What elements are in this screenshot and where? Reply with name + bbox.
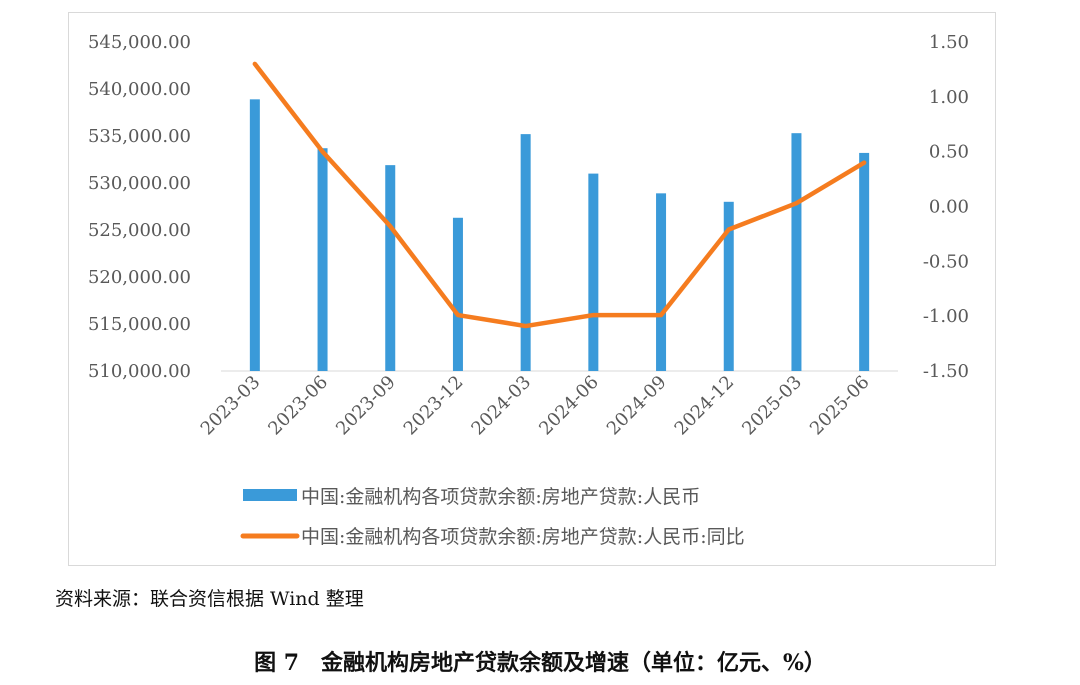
x-tick-label: 2024-03 <box>467 372 535 440</box>
right-tick-label: -1.50 <box>923 361 969 382</box>
right-tick-label: 1.50 <box>929 32 969 53</box>
legend-label-line: 中国:金融机构各项贷款余额:房地产贷款:人民币:同比 <box>301 526 745 548</box>
bar <box>588 173 599 371</box>
bar <box>859 152 870 371</box>
x-tick-label: 2025-06 <box>806 372 874 440</box>
bar <box>317 148 328 371</box>
left-tick-label: 515,000.00 <box>88 314 191 335</box>
right-tick-label: 0.00 <box>929 197 969 218</box>
left-tick-label: 525,000.00 <box>88 220 191 241</box>
legend-label-bar: 中国:金融机构各项贷款余额:房地产贷款:人民币 <box>301 486 700 508</box>
bar <box>520 134 531 371</box>
chart-frame: 510,000.00 515,000.00 520,000.00 525,000.00… <box>68 12 996 566</box>
left-tick-label: 545,000.00 <box>88 32 191 53</box>
chart-svg: 510,000.00 515,000.00 520,000.00 525,000.00… <box>88 32 969 548</box>
bar <box>791 133 802 371</box>
right-tick-label: 1.00 <box>929 87 969 108</box>
right-tick-label: -1.00 <box>923 306 969 327</box>
left-tick-label: 520,000.00 <box>88 267 191 288</box>
x-tick-label: 2023-12 <box>400 372 468 440</box>
left-tick-label: 535,000.00 <box>88 126 191 147</box>
source-note: 资料来源：联合资信根据 Wind 整理 <box>55 588 364 610</box>
bar <box>723 201 734 371</box>
left-tick-label: 510,000.00 <box>88 361 191 382</box>
bar <box>452 217 463 371</box>
right-tick-label: -0.50 <box>923 251 969 272</box>
bar <box>249 99 260 371</box>
bar <box>385 165 396 371</box>
figure-caption: 图 7 金融机构房地产贷款余额及增速（单位：亿元、%） <box>254 650 826 676</box>
left-tick-label: 530,000.00 <box>88 173 191 194</box>
yoy-line <box>252 61 867 329</box>
right-tick-label: 0.50 <box>929 142 969 163</box>
x-tick-label: 2024-09 <box>603 372 671 440</box>
x-tick-label: 2023-09 <box>332 372 400 440</box>
x-tick-label: 2024-12 <box>671 372 739 440</box>
legend-swatch-bar <box>243 489 297 501</box>
left-tick-label: 540,000.00 <box>88 79 191 100</box>
x-tick-label: 2023-06 <box>264 372 332 440</box>
bar <box>656 193 667 371</box>
x-tick-label: 2023-03 <box>197 372 265 440</box>
x-tick-label: 2024-06 <box>535 372 603 440</box>
x-tick-label: 2025-03 <box>738 372 806 440</box>
